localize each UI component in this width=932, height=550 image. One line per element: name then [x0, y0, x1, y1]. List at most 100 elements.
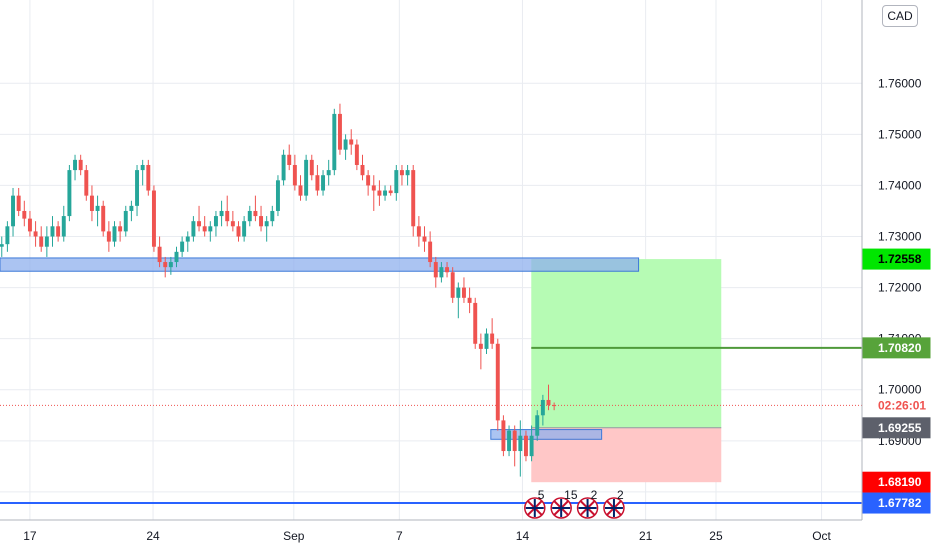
event-flag[interactable]: 5 [524, 488, 546, 519]
candle-body [27, 218, 32, 232]
candle-body [213, 216, 218, 227]
candle-body [146, 164, 151, 191]
countdown-tag: 02:26:01 [862, 394, 931, 416]
currency-badge[interactable]: CAD [882, 5, 918, 27]
candle-body [388, 190, 393, 194]
candle [287, 144, 292, 171]
economic-events[interactable]: 5 15 2 2 [524, 488, 625, 519]
price-tick-label: 1.72000 [878, 281, 922, 295]
candle-body [326, 170, 331, 176]
candle-body [118, 226, 123, 232]
candle [44, 226, 49, 257]
time-tick-label: 14 [516, 529, 530, 543]
candle [101, 200, 106, 237]
candle [377, 180, 382, 206]
candle-body [208, 226, 213, 232]
target-price-tag: 1.72558 [862, 248, 931, 270]
candle-body [129, 205, 134, 211]
candle-body [292, 164, 297, 186]
candle-body [135, 170, 140, 206]
candle [428, 231, 433, 268]
price-tick-label: 1.76000 [878, 76, 922, 90]
candle-body [337, 113, 342, 150]
event-flag[interactable]: 15 [550, 488, 578, 519]
candle-body [112, 226, 117, 242]
candle-body [428, 241, 433, 263]
candle-body [371, 185, 376, 191]
candle-body [287, 154, 292, 165]
candle-body [89, 195, 94, 211]
time-tick-label: 25 [709, 529, 723, 543]
candle-body [315, 175, 320, 191]
candle-body [202, 226, 207, 232]
candle [50, 216, 55, 247]
candle-body [540, 399, 545, 416]
candle [135, 164, 140, 217]
candle-body [523, 435, 528, 457]
candle [95, 195, 100, 227]
candle-body [450, 272, 455, 298]
candle-body [259, 216, 264, 227]
candle-body [197, 221, 202, 227]
candle-body [56, 226, 61, 237]
candle [366, 170, 371, 196]
candle-body [101, 205, 106, 232]
candle [0, 236, 4, 257]
candle [552, 402, 557, 411]
candle-body [236, 226, 241, 237]
price-tag-box [862, 417, 931, 439]
profit-zone [531, 259, 722, 428]
candle [106, 221, 111, 252]
candle-body [168, 262, 173, 268]
candle [360, 154, 365, 181]
price-tag-label: 02:26:01 [878, 398, 926, 412]
candle [518, 420, 523, 477]
horizontal-lines[interactable] [0, 346, 862, 505]
candle [67, 164, 72, 222]
candle [383, 185, 388, 201]
time-tick-label: 17 [23, 529, 37, 543]
support-price-tag: 1.67782 [862, 492, 931, 514]
long-position-tool[interactable] [531, 259, 722, 483]
candle [535, 410, 540, 441]
candle [343, 134, 348, 160]
event-flag[interactable]: 2 [576, 488, 599, 519]
candle [439, 262, 444, 283]
candle [89, 185, 94, 222]
candle-body [106, 231, 111, 242]
candle [11, 187, 16, 237]
candle [146, 159, 151, 196]
price-tick-label: 1.73000 [878, 230, 922, 244]
candle [242, 216, 247, 242]
candle-body [157, 246, 162, 263]
price-tag-label: 1.70820 [878, 341, 922, 355]
candle-body [309, 159, 314, 176]
candle [118, 221, 123, 242]
time-tick-label: 24 [146, 529, 160, 543]
time-tick-label: Oct [812, 529, 831, 543]
candle [461, 277, 466, 303]
candle-body [275, 180, 280, 211]
candle-body [405, 170, 410, 176]
candle-body [394, 170, 399, 194]
candle [33, 221, 38, 247]
price-tag-label: 1.67782 [878, 496, 922, 510]
candle [484, 328, 489, 354]
candle-body [416, 226, 421, 237]
candle [473, 297, 478, 349]
candle-body [22, 210, 27, 219]
candle-body [304, 159, 309, 196]
candle [253, 195, 258, 222]
price-tick-label: 1.70000 [878, 383, 922, 397]
candle [495, 338, 500, 431]
candle-body [84, 170, 89, 196]
candle [298, 175, 303, 201]
candle-body [225, 210, 230, 222]
candle-body [445, 267, 450, 273]
candle-body [343, 139, 348, 150]
candle-body [16, 195, 21, 211]
candle [123, 205, 128, 237]
candle-body [5, 226, 10, 245]
event-flag[interactable]: 2 [603, 488, 625, 519]
